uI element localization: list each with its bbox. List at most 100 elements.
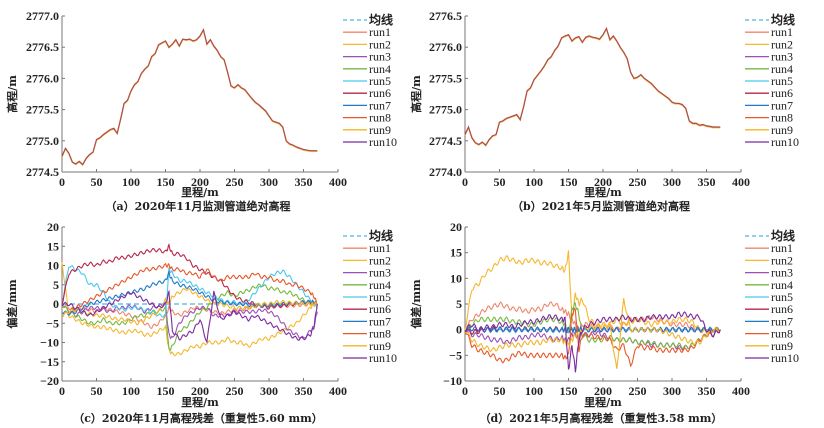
y-tick-label: −5 xyxy=(46,316,59,330)
legend-label: run1 xyxy=(369,25,391,39)
legend-item: run7 xyxy=(343,98,391,112)
legend-label: run7 xyxy=(369,314,391,328)
legend: 均线run1run2run3run4run5run6run7run8run9ru… xyxy=(343,12,397,149)
y-tick-label: 20 xyxy=(450,220,462,234)
legend: 均线run1run2run3run4run5run6run7run8run9ru… xyxy=(343,228,397,365)
legend-label: run5 xyxy=(771,290,793,304)
legend-item: run10 xyxy=(745,351,799,365)
legend-item: run1 xyxy=(343,241,391,255)
legend-label: run9 xyxy=(369,339,391,353)
legend-label: run7 xyxy=(369,98,391,112)
x-tick-label: 0 xyxy=(462,175,468,189)
legend-item: run9 xyxy=(745,123,793,137)
legend-item: run6 xyxy=(745,86,793,100)
chart-caption: （a）2020年11月监测管道绝对高程 xyxy=(105,199,290,213)
y-tick-label: 2775.5 xyxy=(26,103,59,117)
y-tick-label: 2775.0 xyxy=(26,134,59,148)
legend-item: run6 xyxy=(343,302,391,316)
legend-item: run8 xyxy=(343,327,391,341)
legend-label: run8 xyxy=(771,327,793,341)
legend-item: run9 xyxy=(343,123,391,137)
y-tick-label: 0 xyxy=(456,323,462,337)
legend-label: run4 xyxy=(369,62,391,76)
x-tick-label: 400 xyxy=(732,175,750,189)
y-tick-label: 15 xyxy=(47,239,59,253)
x-tick-label: 300 xyxy=(663,175,681,189)
series-line-run2 xyxy=(61,29,318,167)
legend-item: run3 xyxy=(745,50,793,64)
y-tick-label: −15 xyxy=(40,355,59,369)
legend-item: run5 xyxy=(745,290,793,304)
x-tick-label: 250 xyxy=(226,175,244,189)
legend-item: run9 xyxy=(745,339,793,353)
y-axis-label: 高程/m xyxy=(5,75,19,113)
legend-label: run8 xyxy=(369,111,391,125)
legend-label: run7 xyxy=(771,314,793,328)
x-axis-label: 里程/m xyxy=(181,395,219,409)
series-line-run2 xyxy=(61,261,318,357)
series-line-run8 xyxy=(464,307,721,368)
x-tick-label: 300 xyxy=(260,384,278,398)
x-tick-label: 150 xyxy=(560,384,578,398)
series-line-run10 xyxy=(61,289,318,344)
legend: 均线run1run2run3run4run5run6run7run8run9ru… xyxy=(745,12,799,149)
legend-item: run6 xyxy=(343,86,391,100)
y-tick-label: 0 xyxy=(53,297,59,311)
y-tick-label: 5 xyxy=(53,278,59,292)
x-tick-label: 400 xyxy=(329,384,347,398)
x-tick-label: 350 xyxy=(295,384,313,398)
legend-item: run3 xyxy=(343,266,391,280)
x-tick-label: 300 xyxy=(260,175,278,189)
legend-label: run2 xyxy=(369,37,391,51)
legend-label: run6 xyxy=(771,86,793,100)
y-tick-label: 20 xyxy=(47,220,59,234)
y-tick-label: 2776.5 xyxy=(26,40,59,54)
legend-label: 均线 xyxy=(771,228,795,243)
legend-item: run9 xyxy=(343,339,391,353)
legend-label: 均线 xyxy=(369,228,393,243)
chart-caption: （d）2021年5月高程残差（重复性3.58 mm） xyxy=(480,411,723,425)
legend-item: run1 xyxy=(745,241,793,255)
series-line-profile xyxy=(464,26,721,147)
y-axis-label: 偏差/mm xyxy=(409,279,423,329)
legend-label: run6 xyxy=(771,302,793,316)
legend: 均线run1run2run3run4run5run6run7run8run9ru… xyxy=(745,228,799,365)
y-tick-label: 5 xyxy=(456,297,462,311)
legend-label: run1 xyxy=(369,241,391,255)
chart-caption: （b）2021年5月监测管道绝对高程 xyxy=(512,199,690,213)
chart-panel-a: 0 50 100 150 200 250 300 350 400 2774.5 2775.0 2775… xyxy=(5,9,397,213)
legend-label: run6 xyxy=(369,302,391,316)
y-tick-label: 2775.5 xyxy=(429,71,462,85)
legend-label: run2 xyxy=(369,253,391,267)
legend-item: run10 xyxy=(343,351,397,365)
x-tick-label: 100 xyxy=(525,384,543,398)
y-tick-label: −20 xyxy=(40,374,59,388)
y-axis-label: 高程/m xyxy=(409,75,423,113)
legend-item: run5 xyxy=(745,74,793,88)
x-tick-label: 100 xyxy=(525,175,543,189)
legend-item: run4 xyxy=(343,62,391,76)
x-tick-label: 250 xyxy=(629,175,647,189)
y-tick-label: 2774.0 xyxy=(429,165,462,179)
chart-panel-b: 0 50 100 150 200 250 300 350 400 2774.0 2774.5 2775… xyxy=(409,9,799,213)
x-axis-label: 里程/m xyxy=(181,185,219,199)
legend-item: run8 xyxy=(745,327,793,341)
legend-label: run10 xyxy=(369,135,397,149)
series-line-run9 xyxy=(464,27,721,147)
legend-label: run3 xyxy=(369,266,391,280)
y-tick-label: 2776.0 xyxy=(429,40,462,54)
legend-item: run5 xyxy=(343,74,391,88)
legend-item: run10 xyxy=(745,135,799,149)
series-line-run10 xyxy=(464,311,721,373)
x-tick-label: 100 xyxy=(122,175,140,189)
y-axis-label: 偏差/mm xyxy=(5,279,19,329)
legend-item: run3 xyxy=(745,266,793,280)
x-axis-label: 里程/m xyxy=(584,185,622,199)
legend-label: run2 xyxy=(771,253,793,267)
series-line-profile xyxy=(61,27,318,166)
series-line-run9 xyxy=(61,28,318,166)
y-tick-label: 10 xyxy=(450,271,462,285)
legend-label: run10 xyxy=(771,351,799,365)
x-tick-label: 0 xyxy=(59,175,65,189)
legend-label: run9 xyxy=(369,123,391,137)
